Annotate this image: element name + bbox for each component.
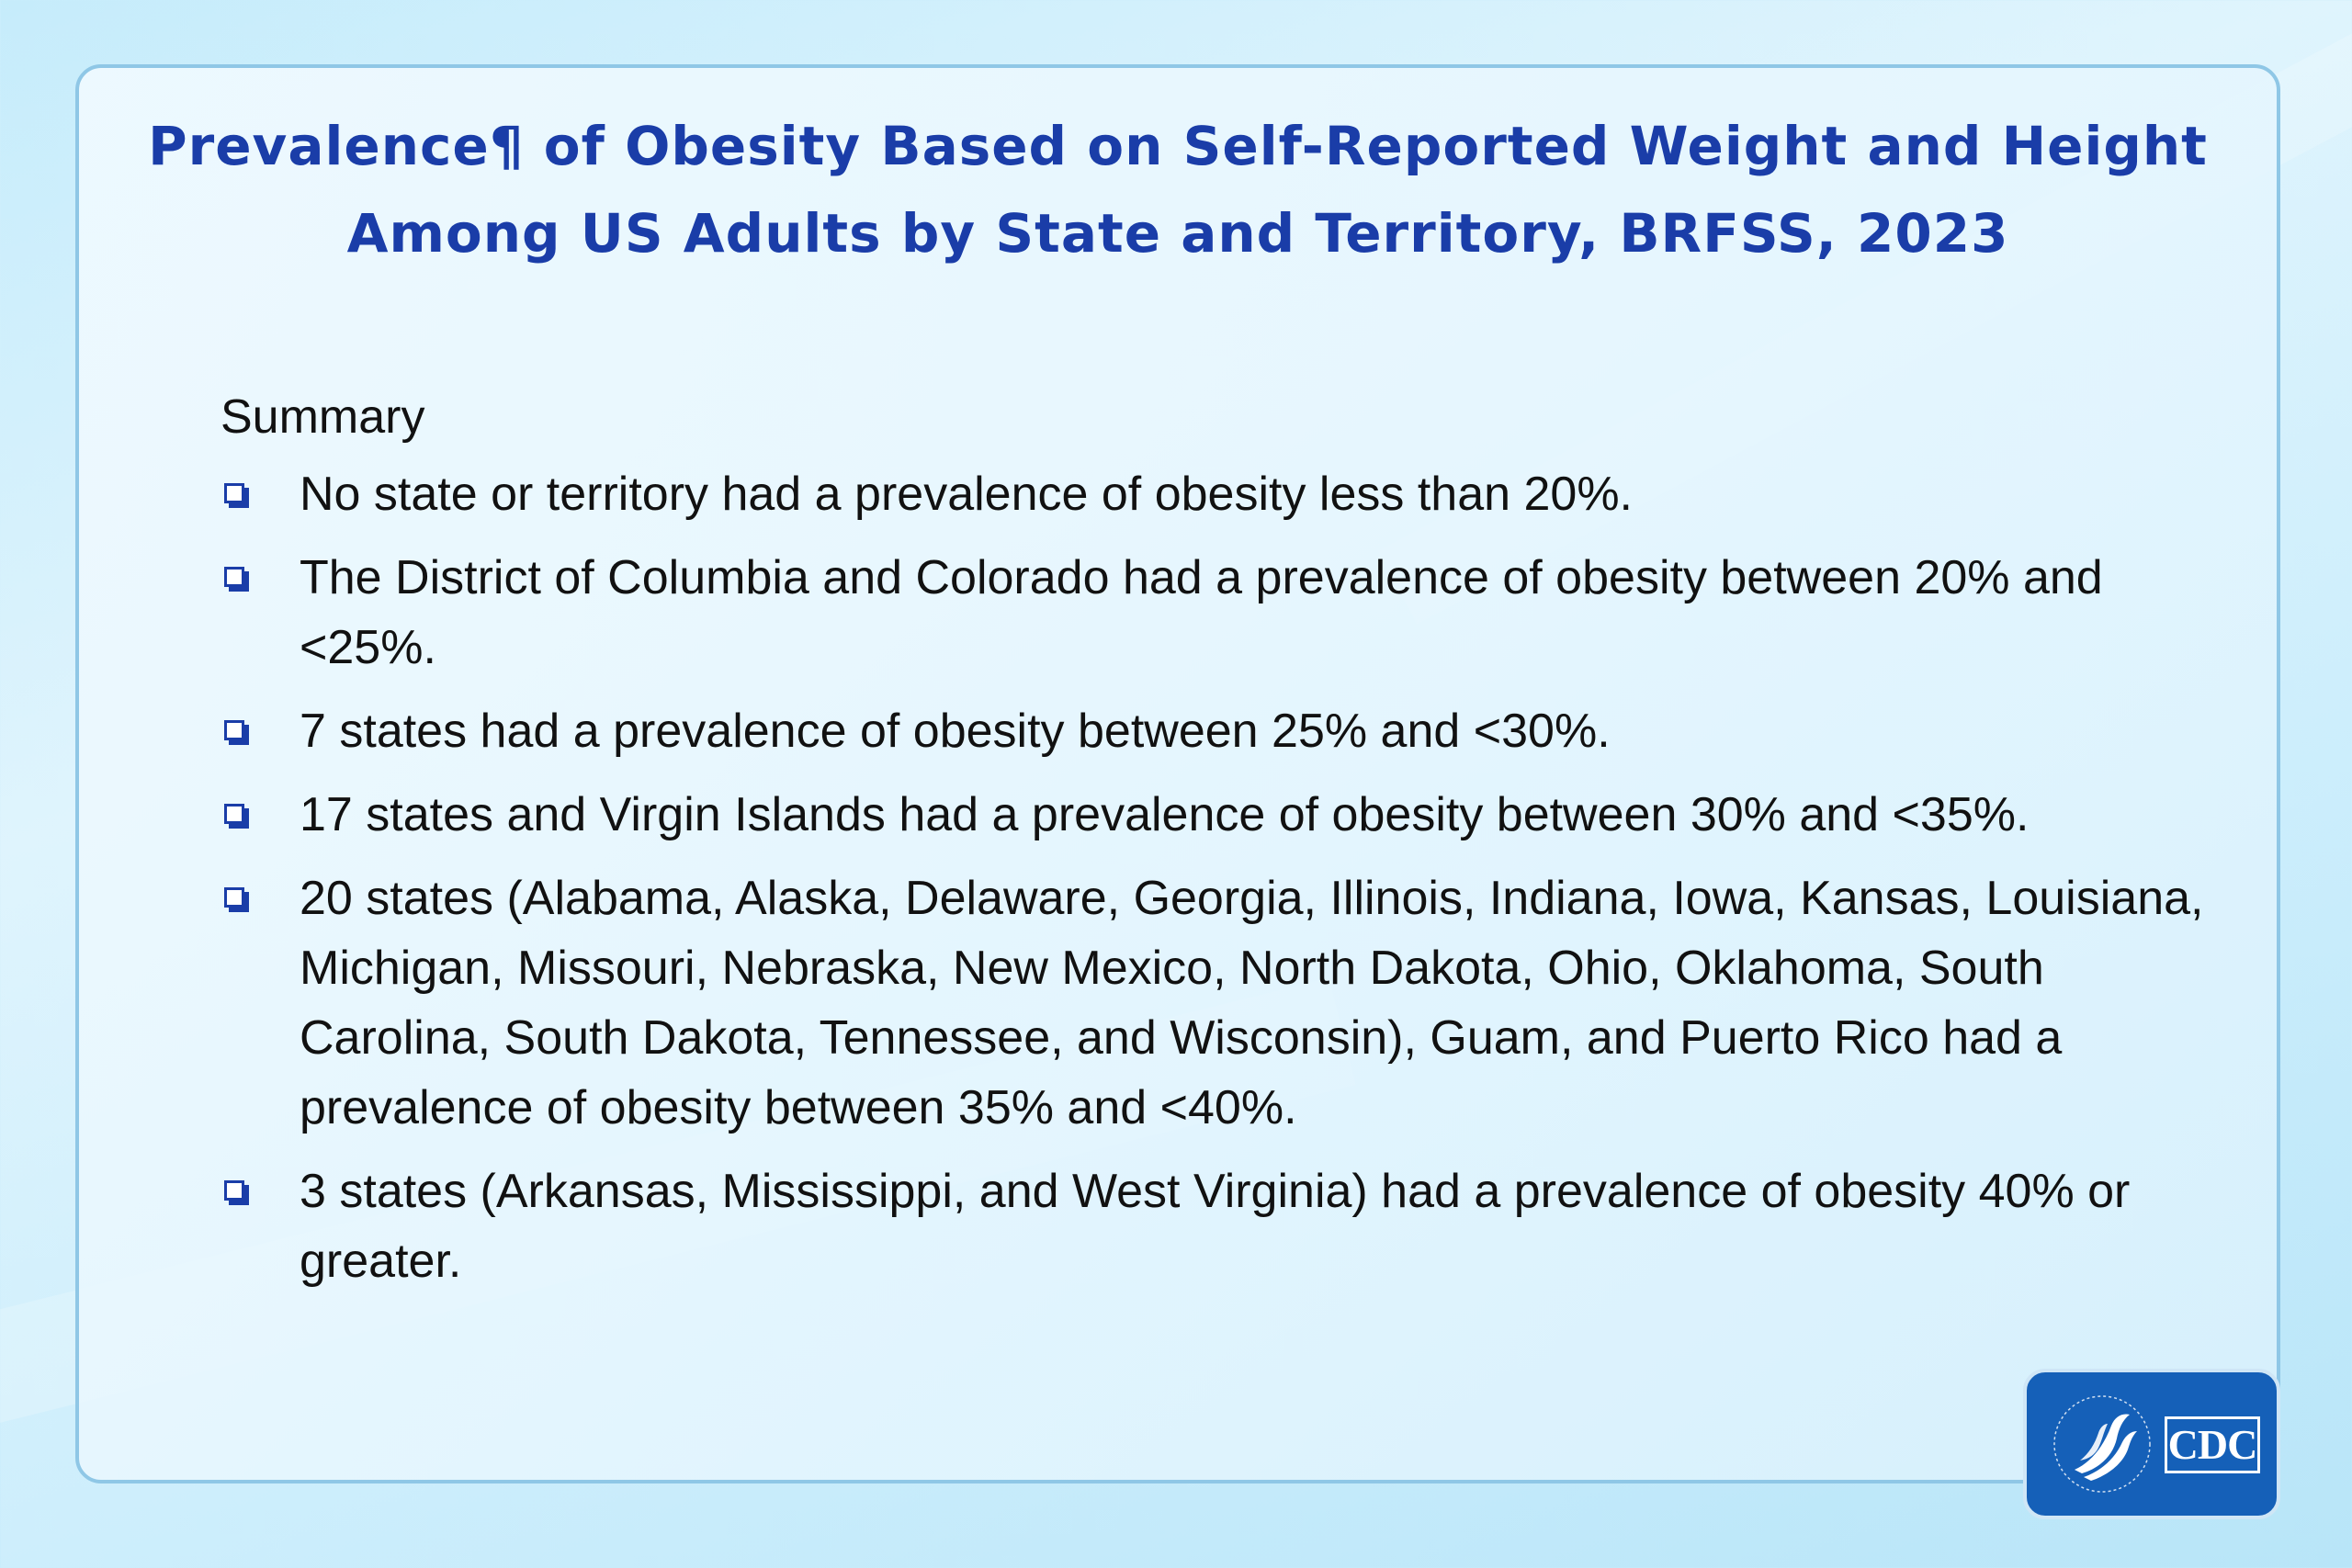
- list-item-text: 17 states and Virgin Islands had a preva…: [300, 788, 2030, 841]
- cdc-wordmark: CDC: [2165, 1416, 2260, 1473]
- list-item: 7 states had a prevalence of obesity bet…: [220, 696, 2214, 766]
- list-item-text: No state or territory had a prevalence o…: [300, 468, 1633, 521]
- summary-section: Summary No state or territory had a prev…: [220, 377, 2214, 1310]
- checkbox-square-icon: [224, 720, 244, 740]
- list-item-text: The District of Columbia and Colorado ha…: [300, 551, 2103, 674]
- list-item: 3 states (Arkansas, Mississippi, and Wes…: [220, 1156, 2214, 1296]
- checkbox-square-icon: [224, 483, 244, 503]
- list-item-text: 3 states (Arkansas, Mississippi, and Wes…: [300, 1165, 2131, 1288]
- title-line-1: Prevalence¶ of Obesity Based on Self-Rep…: [148, 115, 2208, 177]
- checkbox-square-icon: [224, 1180, 244, 1201]
- list-item-text: 20 states (Alabama, Alaska, Delaware, Ge…: [300, 872, 2204, 1134]
- content-panel: [75, 64, 2280, 1483]
- checkbox-square-icon: [224, 567, 244, 587]
- list-item: 20 states (Alabama, Alaska, Delaware, Ge…: [220, 863, 2214, 1143]
- list-item: No state or territory had a prevalence o…: [220, 459, 2214, 529]
- slide-title: Prevalence¶ of Obesity Based on Self-Rep…: [75, 103, 2280, 277]
- list-item-text: 7 states had a prevalence of obesity bet…: [300, 705, 1611, 758]
- list-item: The District of Columbia and Colorado ha…: [220, 543, 2214, 682]
- cdc-logo: CDC: [2023, 1369, 2280, 1519]
- title-line-2: Among US Adults by State and Territory, …: [346, 202, 2009, 265]
- checkbox-square-icon: [224, 804, 244, 824]
- list-item: 17 states and Virgin Islands had a preva…: [220, 780, 2214, 850]
- hhs-eagle-icon: [2053, 1395, 2151, 1493]
- summary-list: No state or territory had a prevalence o…: [220, 459, 2214, 1296]
- checkbox-square-icon: [224, 887, 244, 908]
- summary-heading: Summary: [220, 390, 425, 444]
